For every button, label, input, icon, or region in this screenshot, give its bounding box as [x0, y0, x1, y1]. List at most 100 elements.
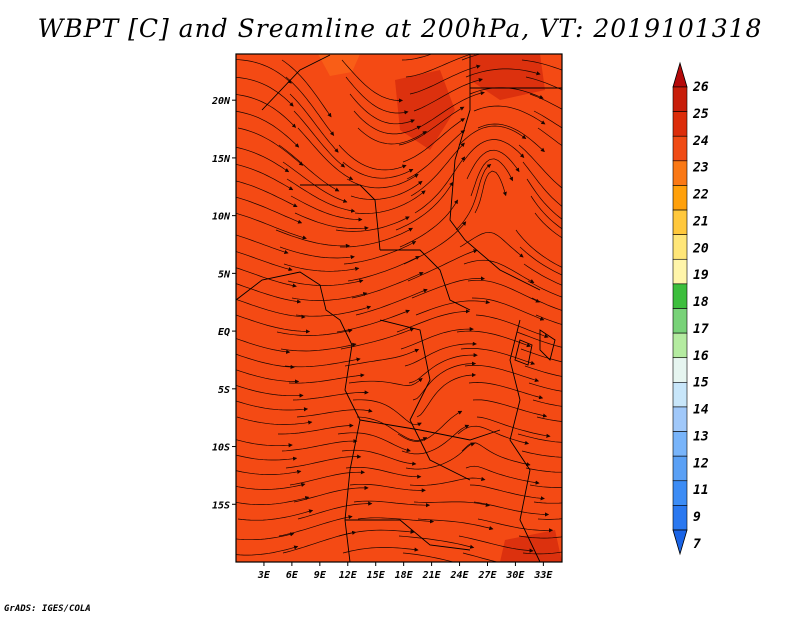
streamline	[282, 530, 357, 554]
streamline	[402, 552, 455, 562]
lat-tick-label: EQ	[218, 327, 230, 338]
streamline	[236, 482, 306, 490]
colorbar-segment	[672, 480, 688, 506]
streamline	[357, 127, 427, 145]
colorbar-label: 7	[693, 537, 701, 552]
lon-tick-label: 27E	[477, 570, 497, 581]
streamline	[350, 180, 423, 200]
streamline	[466, 149, 520, 180]
streamline	[342, 547, 419, 554]
streamline	[533, 501, 562, 504]
streamline	[404, 341, 477, 367]
grads-credit: GrADS: IGES/COLA	[4, 604, 91, 614]
colorbar-label: 22	[692, 188, 709, 203]
streamline	[295, 305, 372, 317]
colorbar-segment	[672, 160, 688, 186]
colorbar-label: 15	[693, 376, 709, 391]
streamline	[477, 518, 554, 533]
streamline	[534, 212, 562, 239]
streamline	[281, 439, 358, 452]
streamline	[236, 76, 294, 107]
streamline	[341, 59, 404, 103]
streamline	[397, 410, 463, 442]
lat-tick-label: 15S	[212, 500, 230, 511]
lon-tick-label: 15E	[367, 570, 386, 581]
streamline	[517, 433, 562, 443]
streamline	[278, 423, 354, 435]
colorbar-label: 25	[692, 107, 709, 122]
streamline	[340, 327, 415, 350]
lon-tick-label: 33E	[533, 570, 553, 581]
streamline	[463, 259, 535, 284]
streamline	[529, 484, 562, 488]
streamline	[278, 144, 340, 192]
border-line	[380, 249, 471, 311]
streamline	[236, 469, 302, 475]
colorbar-segment	[672, 185, 688, 211]
streamline	[520, 348, 562, 363]
streamline	[348, 377, 423, 386]
streamline	[285, 76, 335, 136]
temperature-fill	[236, 54, 562, 562]
colorbar-segment	[672, 258, 688, 285]
streamline	[477, 123, 545, 153]
streamline	[356, 416, 428, 441]
streamline	[236, 163, 294, 191]
colorbar-segment	[672, 111, 688, 137]
colorbar-label: 19	[693, 268, 709, 283]
lon-tick-label: 24E	[450, 570, 470, 581]
streamline	[412, 361, 477, 401]
streamline	[469, 484, 545, 501]
streamline	[290, 195, 363, 222]
streamline	[342, 161, 414, 179]
streamline	[293, 485, 369, 503]
colorbar-label: 18	[693, 295, 709, 310]
streamline	[516, 331, 562, 348]
streamline	[519, 246, 562, 276]
border-line	[514, 339, 533, 366]
streamline	[518, 535, 562, 539]
map-frame	[235, 53, 563, 563]
streamline	[276, 328, 353, 336]
streamline	[335, 216, 410, 232]
streamline	[518, 144, 562, 189]
lat-tick-label: 10N	[212, 212, 231, 223]
colorbar-segment	[672, 308, 688, 334]
streamline	[527, 280, 562, 298]
longitude-axis: 3E 6E 9E 12E 15E 18E 21E 24E 27E 30E 33E	[257, 562, 553, 581]
streamline	[537, 518, 562, 520]
border-line	[300, 184, 381, 251]
map-area	[236, 54, 562, 562]
colorbar-label: 26	[692, 80, 709, 95]
streamline	[405, 54, 478, 78]
streamline	[467, 279, 540, 303]
streamline	[297, 501, 373, 520]
streamline	[336, 309, 410, 333]
streamline	[462, 139, 525, 163]
streamline	[524, 365, 562, 377]
streamline	[349, 93, 415, 125]
streamline	[282, 161, 348, 203]
streamline	[237, 509, 314, 521]
border-line	[449, 54, 541, 291]
streamline	[236, 94, 297, 128]
streamline	[521, 59, 562, 71]
streamline	[289, 93, 339, 153]
streamline	[357, 517, 435, 524]
streamline	[456, 330, 531, 348]
colorbar-segment	[672, 86, 688, 112]
streamline	[236, 299, 306, 319]
colorbar-label: 12	[693, 456, 709, 471]
colorbar-label: 14	[693, 403, 709, 418]
chart-title: WBPT [C] and Sreamline at 200hPa, VT: 20…	[37, 14, 763, 43]
streamline	[537, 127, 562, 147]
streamline	[236, 338, 291, 354]
streamline	[278, 515, 353, 537]
colorbar-segment	[672, 135, 688, 162]
streamline	[409, 64, 481, 95]
streamline	[529, 93, 562, 110]
lat-tick-label: 20N	[211, 96, 231, 107]
streamline	[465, 68, 541, 78]
streamline	[398, 535, 475, 549]
streamline	[523, 263, 562, 286]
